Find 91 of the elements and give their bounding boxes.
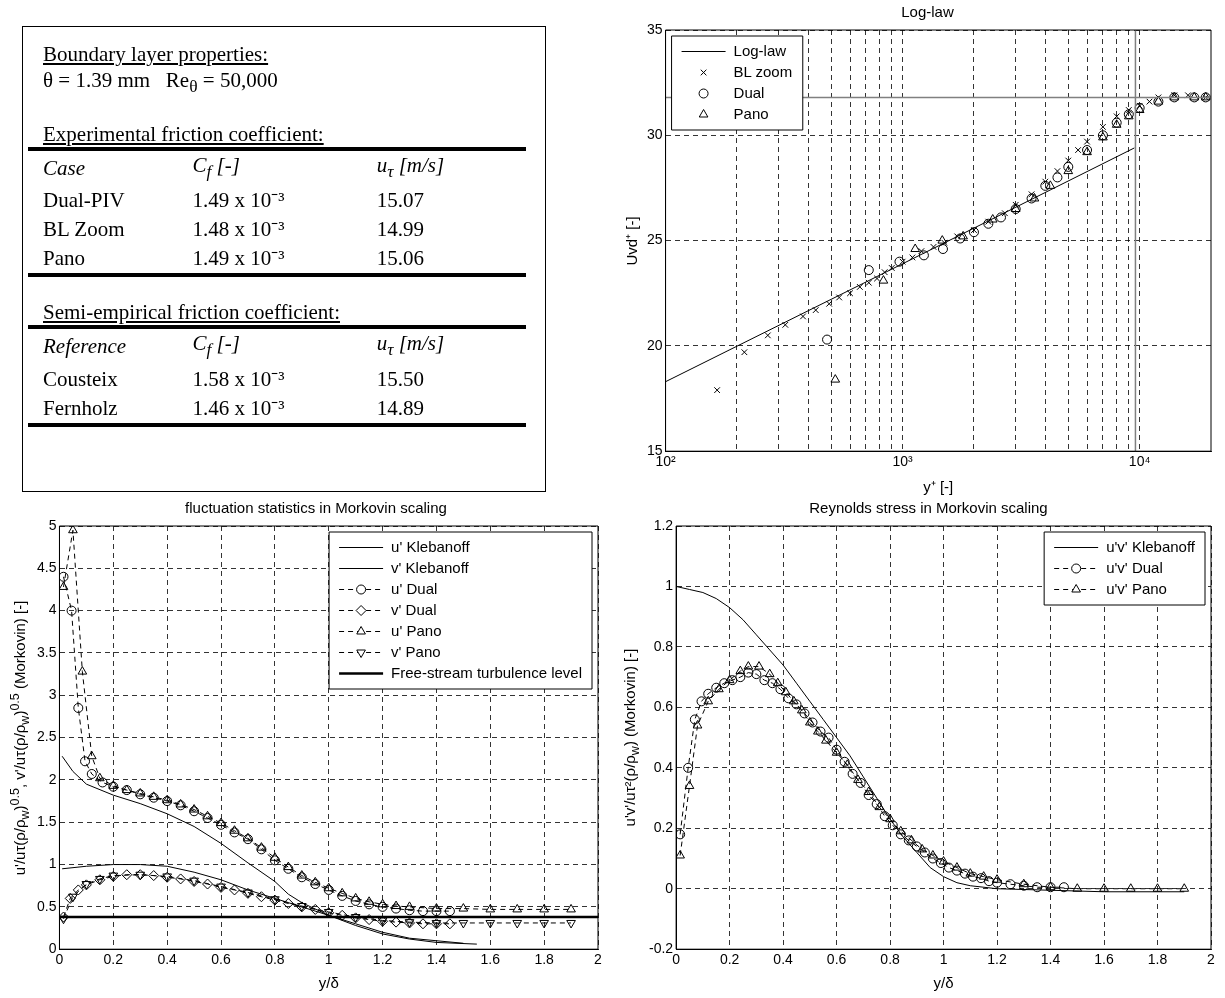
chart-title: fluctuation statistics in Morkovin scaling xyxy=(185,499,447,517)
text: 15.50 xyxy=(375,365,425,393)
text: 1.48 x 10⁻³ xyxy=(191,216,286,244)
text: Semi-empirical friction coefficient: xyxy=(42,299,341,326)
text: 1.49 x 10⁻³ xyxy=(191,187,286,215)
y-tick-label: 5 xyxy=(48,516,57,533)
x-tick-label: 0.4 xyxy=(773,951,794,968)
y-tick-label: 3 xyxy=(48,686,57,703)
y-tick-label: 0.2 xyxy=(653,819,674,836)
x-tick-label: 1.6 xyxy=(1094,951,1114,968)
text: C$_{f}$ [-] xyxy=(191,152,241,184)
y-tick-label: 25 xyxy=(646,231,663,248)
text: Experimental friction coefficient: xyxy=(42,121,325,148)
y-tick-label: 1 xyxy=(665,577,674,594)
legend-label: u'v' Klebanoff xyxy=(1106,537,1196,555)
text: Case xyxy=(42,155,86,183)
y-tick-label: 1 xyxy=(48,855,57,872)
chart-title: Reynolds stress in Morkovin scaling xyxy=(809,499,1048,517)
y-axis-title: Uvd⁺ [-] xyxy=(621,216,641,266)
x-tick-label: 0.2 xyxy=(719,951,740,968)
text: BL Zoom xyxy=(42,216,126,244)
chart-title: Log-law xyxy=(901,3,954,21)
y-tick-label: 4 xyxy=(48,601,57,618)
legend-label: v' Klebanoff xyxy=(391,558,470,576)
x-tick-label: 0.6 xyxy=(826,951,847,968)
legend-label: u' Dual xyxy=(391,579,438,597)
text: u$_{τ}$ [m/s] xyxy=(375,330,446,362)
x-tick-label: 1.2 xyxy=(372,951,393,968)
x-tick-label: 10³ xyxy=(892,453,914,470)
x-tick-label: 0.6 xyxy=(211,951,231,968)
text: Cousteix xyxy=(42,365,119,393)
legend-label: Dual xyxy=(733,83,765,101)
x-tick-label: 1.8 xyxy=(1147,951,1168,968)
legend-label: BL zoom xyxy=(733,62,793,80)
x-tick-label: 0.8 xyxy=(880,951,901,968)
legend-label: u' Pano xyxy=(391,621,442,639)
x-tick-label: 1.4 xyxy=(1040,951,1061,968)
x-tick-label: 1.4 xyxy=(426,951,447,968)
legend-label: v' Pano xyxy=(391,642,441,660)
x-axis-title: y/δ xyxy=(933,974,954,991)
x-tick-label: 2 xyxy=(1207,951,1216,968)
text: θ = 1.39 mm Re$_{θ}$ = 50,000 xyxy=(42,67,279,99)
y-tick-label: 1.2 xyxy=(653,516,674,533)
x-tick-label: 1 xyxy=(324,951,333,968)
legend-label: Pano xyxy=(733,104,769,122)
y-tick-label: 0.5 xyxy=(36,897,57,914)
y-tick-label: 0.6 xyxy=(653,698,674,715)
text: C$_{f}$ [-] xyxy=(191,330,241,362)
y-tick-label: 35 xyxy=(646,20,663,37)
y-tick-label: 4.5 xyxy=(36,559,57,576)
y-tick-label: 2.5 xyxy=(36,728,57,745)
x-tick-label: 2 xyxy=(594,951,603,968)
x-tick-label: 1.6 xyxy=(480,951,501,968)
y-tick-label: 0 xyxy=(665,879,674,896)
x-tick-label: 0.4 xyxy=(157,951,178,968)
x-tick-label: 10⁴ xyxy=(1128,453,1151,470)
legend-label: v' Dual xyxy=(391,600,437,618)
x-tick-label: 1.8 xyxy=(534,951,555,968)
legend-label: u'v' Pano xyxy=(1106,579,1167,597)
y-tick-label: 0.8 xyxy=(653,637,674,654)
text: Reference xyxy=(42,333,128,361)
legend-label: u' Klebanoff xyxy=(391,537,471,555)
text: 15.07 xyxy=(375,187,425,215)
y-tick-label: 30 xyxy=(646,126,663,143)
text: Pano xyxy=(42,245,86,273)
text: u$_{τ}$ [m/s] xyxy=(375,152,446,184)
y-tick-label: 20 xyxy=(646,336,663,353)
legend-label: u'v' Dual xyxy=(1106,558,1163,576)
x-axis-title: y⁺ [-] xyxy=(923,477,954,496)
y-tick-label: -0.2 xyxy=(649,940,674,957)
text: Dual-PIV xyxy=(42,187,126,215)
y-tick-label: 0 xyxy=(48,940,57,957)
text: Fernholz xyxy=(42,394,119,422)
text: Boundary layer properties: xyxy=(42,41,270,67)
text: 14.99 xyxy=(375,216,425,244)
x-tick-label: 1.2 xyxy=(987,951,1007,968)
x-tick-label: 1 xyxy=(939,951,948,968)
y-tick-label: 1.5 xyxy=(36,813,57,830)
text: 15.06 xyxy=(375,245,425,273)
y-tick-label: 3.5 xyxy=(36,643,57,660)
legend-label: Log-law xyxy=(733,41,787,59)
text: 1.46 x 10⁻³ xyxy=(191,394,286,422)
text: 14.89 xyxy=(375,394,425,422)
text: 1.49 x 10⁻³ xyxy=(191,245,286,273)
y-tick-label: 0.4 xyxy=(653,758,674,775)
x-tick-label: 0.8 xyxy=(265,951,285,968)
legend-label: Free-stream turbulence level xyxy=(391,663,583,681)
x-tick-label: 0.2 xyxy=(103,951,124,968)
x-axis-title: y/δ xyxy=(318,974,339,991)
y-tick-label: 2 xyxy=(48,770,57,787)
text: 1.58 x 10⁻³ xyxy=(191,365,286,393)
